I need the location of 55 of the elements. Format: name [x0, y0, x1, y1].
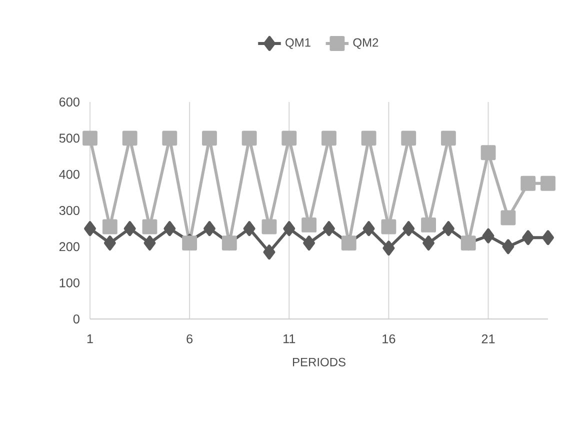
x-axis-title: PERIODS [292, 358, 346, 366]
point [84, 221, 96, 236]
point [164, 221, 176, 236]
point [502, 239, 514, 254]
point [362, 221, 375, 236]
point [361, 130, 376, 146]
point [321, 130, 336, 146]
y-tick-label: 400 [59, 170, 80, 179]
point [202, 130, 217, 146]
point [204, 221, 216, 236]
legend-label: QM2 [353, 38, 378, 49]
point [542, 230, 554, 246]
y-tick-label: 100 [60, 278, 80, 288]
point [302, 218, 317, 232]
point [283, 221, 296, 236]
x-tick-label: 16 [382, 334, 396, 344]
point [480, 145, 496, 160]
x-tick-label: 1 [87, 334, 93, 344]
point [381, 219, 396, 234]
point [322, 221, 335, 236]
point [540, 176, 556, 191]
point [82, 130, 98, 146]
point [142, 219, 158, 234]
y-tick-label: 200 [59, 242, 80, 252]
point [122, 130, 138, 146]
x-tick-label: 11 [284, 334, 296, 344]
point [144, 236, 156, 251]
y-tick-label: 600 [59, 98, 80, 106]
point [401, 130, 416, 146]
legend-label: QM1 [286, 38, 310, 49]
point [522, 230, 534, 246]
x-tick-label: 21 [482, 334, 495, 344]
point [422, 236, 434, 251]
point [242, 130, 257, 146]
point [421, 218, 436, 232]
point [104, 236, 116, 251]
point [243, 221, 256, 236]
point [282, 130, 297, 146]
point [482, 228, 494, 244]
y-tick-label: 300 [59, 206, 80, 215]
point [440, 130, 456, 146]
point [442, 221, 454, 236]
point [162, 130, 178, 146]
point [262, 219, 277, 234]
point [263, 244, 276, 260]
point [382, 240, 395, 256]
point [303, 236, 316, 251]
y-tick-label: 500 [59, 134, 80, 143]
x-tick-label: 6 [186, 334, 193, 344]
point [102, 219, 118, 234]
point [402, 221, 415, 236]
point [500, 210, 516, 226]
point [124, 221, 136, 236]
point [520, 176, 536, 191]
y-tick-label: 0 [73, 314, 80, 324]
